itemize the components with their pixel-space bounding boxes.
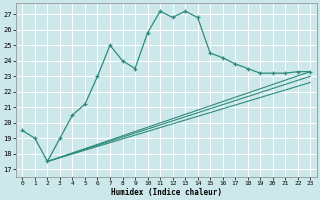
X-axis label: Humidex (Indice chaleur): Humidex (Indice chaleur) <box>111 188 222 197</box>
